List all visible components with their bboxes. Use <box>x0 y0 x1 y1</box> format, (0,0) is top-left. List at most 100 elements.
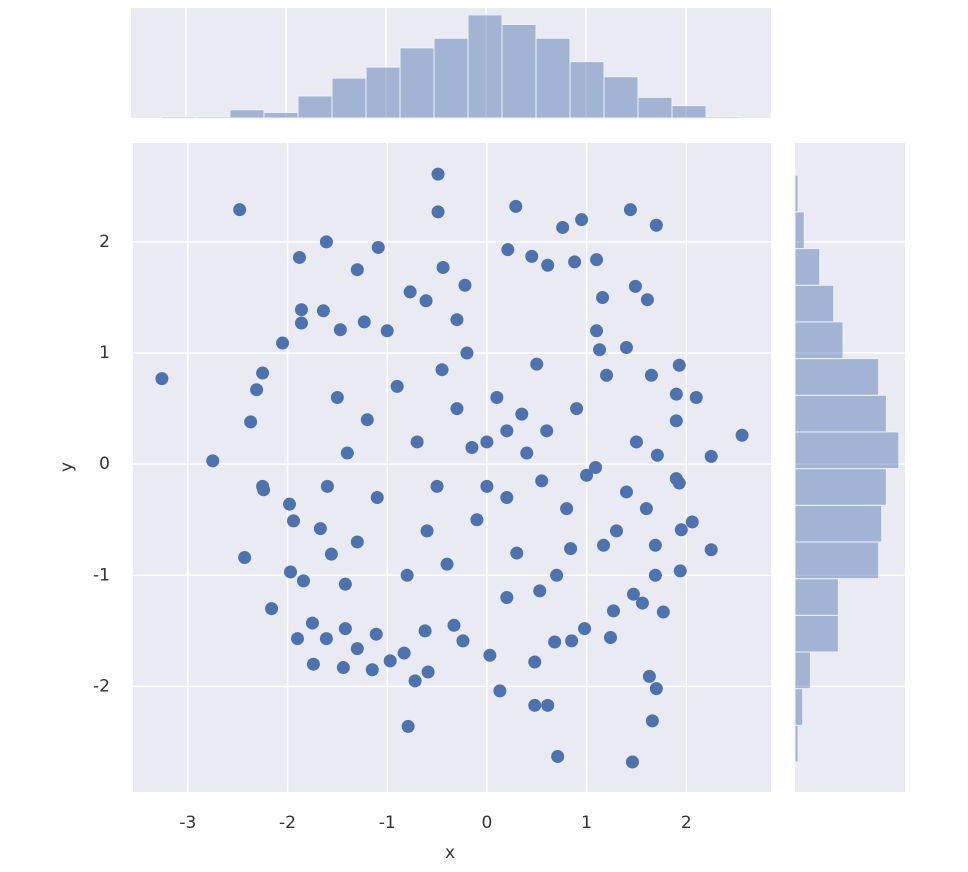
point <box>648 538 662 552</box>
point <box>500 591 514 605</box>
point <box>625 755 639 769</box>
point <box>283 497 297 511</box>
point <box>593 343 607 357</box>
point <box>401 719 415 733</box>
point <box>360 413 374 427</box>
hist-bar <box>263 112 299 119</box>
point <box>330 390 344 404</box>
point <box>540 424 554 438</box>
point <box>155 372 169 386</box>
point <box>338 622 352 636</box>
point <box>541 258 555 272</box>
point <box>350 535 364 549</box>
point <box>535 474 549 488</box>
point <box>493 684 507 698</box>
hist-bar <box>365 66 401 119</box>
point <box>606 604 620 618</box>
point <box>501 243 515 257</box>
point <box>319 632 333 646</box>
hist-bar <box>637 96 673 119</box>
point <box>648 568 662 582</box>
point <box>470 513 484 527</box>
hist-bar <box>794 614 839 653</box>
point <box>596 290 610 304</box>
point <box>560 502 574 516</box>
point <box>244 415 258 429</box>
point <box>674 523 688 537</box>
point <box>685 515 699 529</box>
point <box>320 479 334 493</box>
point <box>483 648 497 662</box>
point <box>509 199 523 213</box>
point <box>306 657 320 671</box>
point <box>645 714 659 728</box>
point <box>635 596 649 610</box>
point <box>350 642 364 656</box>
point <box>380 324 394 338</box>
point <box>238 551 252 565</box>
point <box>324 547 338 561</box>
hist-bar <box>433 37 469 119</box>
point <box>265 602 279 616</box>
point <box>480 479 494 493</box>
point <box>292 250 306 264</box>
point <box>704 543 718 557</box>
hist-bar <box>794 394 887 433</box>
point <box>528 655 542 669</box>
scatter-background <box>133 143 771 792</box>
point <box>550 568 564 582</box>
point <box>640 293 654 307</box>
point <box>649 218 663 232</box>
point <box>541 698 555 712</box>
point <box>644 368 658 382</box>
hist-bar <box>794 431 900 470</box>
hist-bar <box>297 95 333 119</box>
point <box>528 698 542 712</box>
point <box>403 285 417 299</box>
point <box>704 449 718 463</box>
point <box>520 446 534 460</box>
hist-bar <box>603 76 639 119</box>
hist-bar <box>794 284 835 323</box>
hist-bar <box>794 248 821 286</box>
point <box>500 424 514 438</box>
hist-bar <box>794 724 799 763</box>
hist-bar <box>794 541 880 580</box>
point <box>290 632 304 646</box>
hist-bar <box>794 688 804 726</box>
point <box>257 483 271 497</box>
hist-bar <box>794 321 844 360</box>
point <box>450 313 464 327</box>
point <box>530 357 544 371</box>
point <box>206 454 220 468</box>
point <box>604 631 618 645</box>
point <box>672 358 686 372</box>
point <box>568 255 582 269</box>
point <box>456 634 470 648</box>
point <box>410 435 424 449</box>
x-axis-label: x <box>445 843 455 863</box>
point <box>371 240 385 254</box>
point <box>286 514 300 528</box>
point <box>510 546 524 560</box>
y-tick-label: 2 <box>99 232 110 252</box>
point <box>533 584 547 598</box>
hist-bar <box>501 24 537 119</box>
hist-bar <box>569 61 605 119</box>
point <box>340 446 354 460</box>
point <box>642 669 656 683</box>
point <box>430 479 444 493</box>
point <box>370 491 384 505</box>
hist-bar <box>671 105 707 119</box>
point <box>650 448 664 462</box>
point <box>460 346 474 360</box>
point <box>628 279 642 293</box>
hist-bar <box>331 77 367 119</box>
point <box>673 564 687 578</box>
point <box>669 414 683 428</box>
point <box>551 749 565 763</box>
hist-bar <box>195 116 231 119</box>
x-tick-label: -2 <box>279 813 296 833</box>
point <box>357 315 371 329</box>
